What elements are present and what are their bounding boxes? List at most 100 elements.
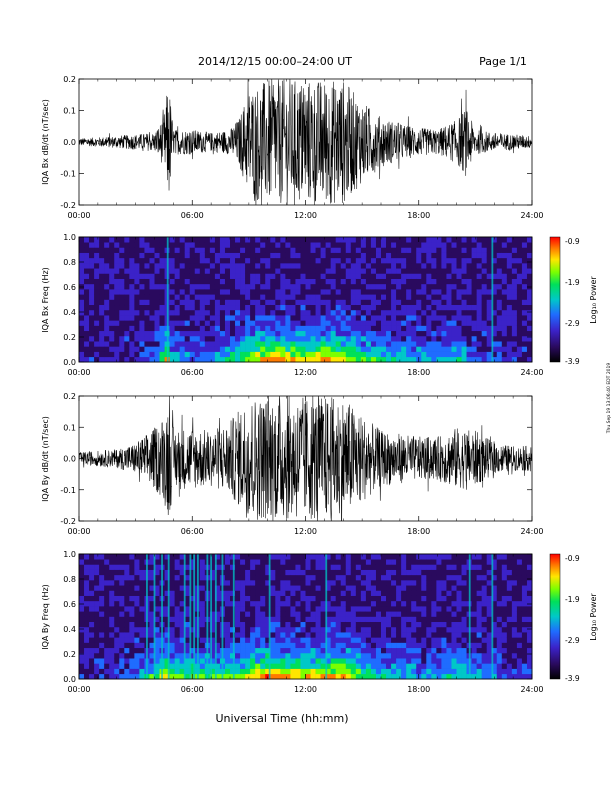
spectrogram-cell [411,626,417,633]
spectrogram-cell [526,559,533,565]
spectrogram-cell [290,606,296,612]
spectrogram-cell [245,341,251,347]
spectrogram-cell [360,330,367,337]
spectrogram-cell [174,658,180,664]
spectrogram-cell [526,278,533,285]
spectrogram-cell [179,621,185,628]
spectrogram-cell [370,626,377,633]
spectrogram-cell [386,294,392,300]
spectrogram-cell [365,611,372,617]
spectrogram-cell [89,626,95,633]
spectrogram-cell [184,621,191,628]
spectrogram-cell [386,559,392,565]
spectrogram-cell [391,299,397,306]
spectrogram-cell [340,569,347,576]
spectrogram-cell [456,252,462,259]
spectrogram-cell [139,242,145,248]
spectrogram-cell [164,642,170,649]
spectrogram-cell [250,289,256,295]
spectrogram-cell [441,268,447,274]
spectrogram-cell [184,346,191,352]
spectrogram-cell [285,299,291,306]
spectrogram-cell [245,304,251,311]
spectrogram-cell [209,621,216,628]
spectrogram-cell [109,585,115,591]
spectrogram-cell [476,278,482,285]
spectrogram-cell [426,663,432,669]
spectrogram-cell [139,611,145,617]
spectrogram-cell [94,642,100,649]
spectrogram-cell [149,647,155,654]
spectrogram-cell [154,621,160,628]
spectrogram-cell [521,673,528,680]
spectrogram-cell [290,252,296,259]
spectrogram-streak [206,554,209,679]
spectrogram-cell [134,356,140,363]
spectrogram-cell [325,673,331,680]
spectrogram-cell [99,632,105,638]
spectrogram-cell [330,663,336,669]
spectrogram-cell [471,585,477,591]
spectrogram-cell [345,590,352,596]
spectrogram-cell [506,663,513,669]
spectrogram-cell [204,315,211,321]
spectrogram-cell [240,299,246,306]
spectrogram-cell [189,642,196,649]
spectrogram-cell [370,606,377,612]
spectrogram-cell [506,673,513,680]
spectrogram-cell [144,273,150,279]
spectrogram-cell [255,252,261,259]
spectrogram-cell [164,668,170,675]
spectrogram-cell [139,652,145,659]
spectrogram-cell [471,673,477,680]
spectrogram-cell [235,294,241,300]
spectrogram-cell [169,663,175,669]
spectrogram-cell [436,278,442,285]
spectrogram-cell [381,237,387,243]
spectrogram-cell [345,652,352,659]
spectrogram-cell [114,273,120,279]
spectrogram-cell [270,668,276,675]
spectrogram-cell [401,663,407,669]
y-tick-label: 1.0 [63,550,76,559]
spectrogram-cell [355,252,362,259]
spectrogram-cell [451,554,457,560]
spectrogram-cell [184,663,191,669]
spectrogram-cell [431,652,437,659]
spectrogram-cell [124,283,130,290]
spectrogram-cell [461,606,467,612]
spectrogram-cell [320,595,326,602]
spectrogram-cell [265,626,271,633]
spectrogram-cell [370,330,377,337]
spectrogram-cell [184,268,191,274]
spectrogram-cell [506,590,513,596]
spectrogram-cell [456,616,462,623]
spectrogram-cell [516,341,523,347]
spectrogram-cell [119,564,125,570]
spectrogram-cell [526,590,533,596]
spectrogram-cell [391,600,397,607]
spectrogram-cell [451,637,457,643]
spectrogram-cell [300,346,306,352]
spectrogram-cell [265,309,271,316]
spectrogram-cell [476,600,482,607]
spectrogram-cell [365,341,372,347]
spectrogram-cell [396,299,402,306]
spectrogram-cell [129,299,135,306]
spectrogram-cell [189,346,196,352]
spectrogram-cell [416,658,422,664]
spectrogram-cell [431,304,437,311]
spectrogram-cell [94,356,100,363]
spectrogram-cell [184,263,191,269]
spectrogram-cell [89,569,95,576]
spectrogram-cell [230,278,236,285]
spectrogram-cell [486,637,493,643]
spectrogram-cell [265,595,271,602]
spectrogram-cell [84,616,90,623]
spectrogram-cell [486,658,493,664]
spectrogram-cell [235,247,241,253]
spectrogram-cell [396,652,402,659]
spectrogram-cell [506,616,513,623]
spectrogram-cell [300,335,306,342]
spectrogram-cell [290,647,296,654]
